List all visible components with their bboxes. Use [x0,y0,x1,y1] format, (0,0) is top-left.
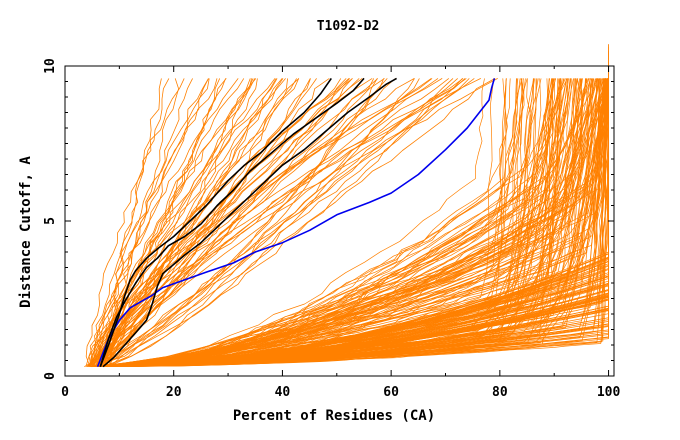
y-tick-label: 10 [43,58,58,74]
model-curve [101,78,535,368]
model-curve [93,78,563,368]
model-curve [101,78,463,368]
model-curve [106,78,485,368]
model-curve [102,78,609,368]
y-tick-label: 5 [43,217,58,225]
model-curve [87,78,467,367]
model-curve [103,78,582,368]
model-curve [104,78,420,368]
model-curve [85,78,185,367]
model-curve [109,78,609,368]
x-tick-label: 60 [383,385,399,400]
model-curve [101,78,565,368]
model-curve [95,78,350,367]
model-curve [109,78,609,368]
highlight-series-0 [96,78,496,367]
model-curve [109,78,609,368]
y-tick-label: 0 [43,372,58,380]
model-curve [97,78,539,368]
model-curve [108,78,608,368]
model-curve [104,78,245,367]
model-curve [103,78,609,368]
model-curve [95,78,554,368]
model-curve [109,78,507,368]
chart-title: T1092-D2 [317,19,380,34]
model-curve [109,78,454,368]
model-curves-layer [84,44,609,368]
model-curve [101,78,276,367]
model-curve [105,78,557,368]
y-axis-title: Distance Cutoff, A [18,156,34,308]
model-curve [95,78,532,368]
model-curve [96,78,496,368]
model-curve [99,78,162,367]
model-curve [111,78,609,368]
model-curve [104,78,396,367]
model-curve [99,78,519,368]
model-curve [98,50,609,368]
model-curve [102,78,609,368]
x-tick-label: 40 [275,385,291,400]
model-curve [105,78,373,367]
highlight-series-1 [99,77,332,367]
model-curve [94,78,556,368]
model-curve [84,78,258,368]
model-curve [88,78,209,367]
model-curve [100,78,481,367]
model-curve [107,78,566,368]
model-curve [88,78,210,367]
model-curve [89,78,218,367]
x-axis-title: Percent of Residues (CA) [233,408,435,424]
x-tick-label: 100 [597,385,621,400]
model-curve [113,78,609,368]
model-curve [94,78,347,368]
x-tick-label: 20 [166,385,182,400]
highlight-series-3 [102,77,397,368]
model-curve [85,78,433,367]
x-tick-label: 80 [492,385,508,400]
model-curve [103,78,353,367]
model-curve [110,78,601,368]
highlight-series-2 [99,77,365,367]
model-curve [112,78,609,368]
model-curve [102,78,415,367]
model-curve [95,78,571,368]
model-curve [96,78,583,368]
model-curve [91,78,388,368]
model-curve [88,78,443,367]
model-curve [103,78,311,367]
model-curve [88,78,470,368]
model-curve [101,78,415,368]
model-curve [97,78,209,367]
model-curve [93,78,508,368]
model-curve [108,78,609,368]
model-curve [101,78,526,368]
model-curve [107,78,609,368]
axis-ticks: 0 20 40 60 80 100 0 5 10 [43,58,620,400]
x-tick-label: 0 [61,385,69,400]
highlight-curves-layer [96,77,496,368]
model-curve [102,78,609,368]
